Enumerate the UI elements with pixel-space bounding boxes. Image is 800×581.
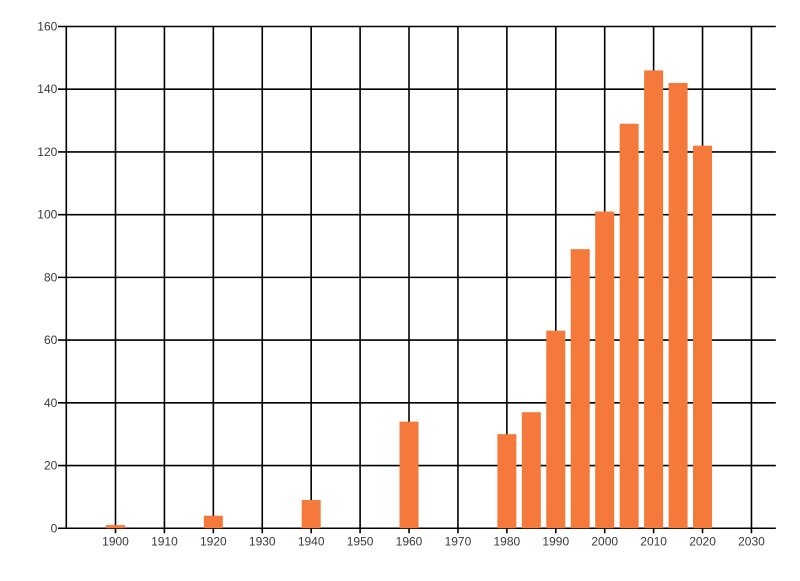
- svg-text:1920: 1920: [200, 534, 227, 548]
- svg-text:0: 0: [51, 521, 58, 535]
- svg-text:1970: 1970: [445, 534, 472, 548]
- svg-text:120: 120: [37, 145, 57, 159]
- svg-text:100: 100: [37, 208, 57, 222]
- svg-text:20: 20: [44, 459, 58, 473]
- svg-text:1990: 1990: [542, 534, 569, 548]
- svg-text:1910: 1910: [151, 534, 178, 548]
- svg-text:140: 140: [37, 82, 57, 96]
- svg-text:2030: 2030: [738, 534, 765, 548]
- svg-text:2020: 2020: [689, 534, 716, 548]
- svg-text:160: 160: [37, 20, 57, 34]
- svg-text:1980: 1980: [494, 534, 521, 548]
- svg-text:40: 40: [44, 396, 58, 410]
- svg-text:60: 60: [44, 333, 58, 347]
- svg-text:2010: 2010: [640, 534, 667, 548]
- svg-text:2000: 2000: [591, 534, 618, 548]
- svg-text:80: 80: [44, 270, 58, 284]
- svg-text:1950: 1950: [347, 534, 374, 548]
- svg-text:1940: 1940: [298, 534, 325, 548]
- svg-text:1930: 1930: [249, 534, 276, 548]
- svg-text:1960: 1960: [396, 534, 423, 548]
- svg-text:1900: 1900: [102, 534, 129, 548]
